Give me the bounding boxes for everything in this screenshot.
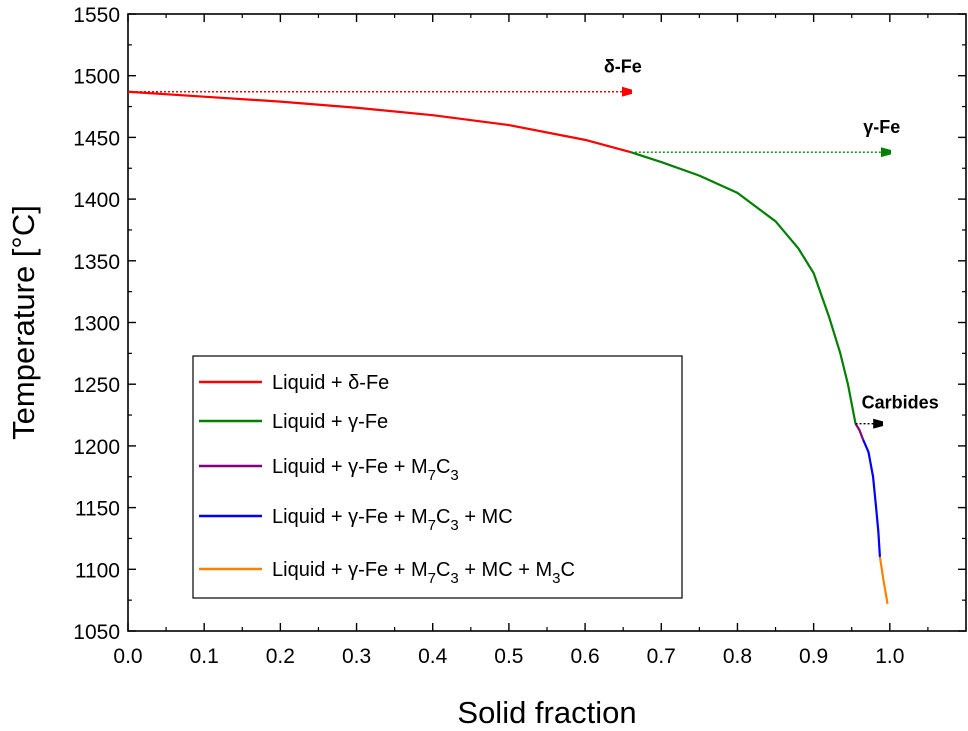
annotation-label-1: δ-Fe: [604, 57, 642, 77]
x-tick-label: 0.5: [494, 645, 523, 668]
legend-label-part: Liquid + δ-Fe: [272, 372, 389, 394]
legend-label-4: Liquid + γ-Fe + M7C3 + MC: [272, 506, 513, 534]
series-layer: [127, 90, 889, 605]
x-axis-title: Solid fraction: [457, 695, 636, 730]
legend-label-part: Liquid + γ-Fe + M: [272, 456, 428, 478]
legend-label-part: C: [436, 506, 450, 528]
legend-label-1: Liquid + δ-Fe: [272, 372, 389, 394]
legend-label-part: 7: [428, 517, 436, 534]
y-tick-label: 1100: [75, 559, 120, 582]
legend-label-part: Liquid + γ-Fe: [272, 411, 388, 433]
y-axis-title: Temperature [°C]: [6, 205, 41, 440]
x-tick-label: 0.4: [418, 645, 448, 668]
x-tick-label: 0.1: [190, 645, 219, 668]
series-line-4: [862, 439, 882, 558]
legend-label-5: Liquid + γ-Fe + M7C3 + MC + M3C: [272, 559, 575, 587]
legend-label-part: C: [436, 456, 450, 478]
y-tick-label: 1050: [73, 621, 120, 644]
axis-ticks: 0.0 0.1 0.2 0.3 0.4 0.5 0.6 0.7 0.8 0.9 1.0 1050 110…: [73, 4, 966, 668]
y-tick-label: 1450: [73, 127, 120, 150]
legend-label-part: + MC + M: [459, 559, 552, 581]
series-line-3: [854, 423, 865, 441]
x-tick-label: 0.2: [266, 645, 295, 668]
legend-label-part: Liquid + γ-Fe + M: [272, 506, 428, 528]
legend-label-part: C: [436, 559, 450, 581]
annotation-layer: δ-Fe γ-Fe Carbides: [128, 57, 939, 424]
legend: Liquid + δ-Fe Liquid + γ-Fe Liquid + γ-Fe …: [192, 355, 683, 599]
series-line-5: [878, 556, 889, 605]
x-tick-label: 0.6: [570, 645, 599, 668]
legend-box: [192, 355, 683, 599]
x-tick-label: 0.7: [647, 645, 676, 668]
x-tick-label: 0.0: [113, 645, 142, 668]
legend-label-part: 7: [428, 467, 436, 484]
y-tick-label: 1200: [73, 436, 120, 459]
y-tick-label: 1300: [73, 313, 120, 336]
x-tick-label: 0.3: [342, 645, 371, 668]
annotation-label-3: Carbides: [862, 393, 939, 413]
y-tick-label: 1350: [73, 251, 120, 274]
legend-label-part: 3: [552, 570, 560, 587]
legend-label-part: 3: [450, 570, 458, 587]
series-line-1: [127, 90, 632, 154]
legend-label-part: 3: [450, 517, 458, 534]
legend-label-part: Liquid + γ-Fe + M: [272, 559, 428, 581]
legend-label-3: Liquid + γ-Fe + M7C3: [272, 456, 459, 484]
annotation-label-2: γ-Fe: [863, 117, 900, 137]
y-tick-label: 1150: [75, 498, 120, 521]
legend-label-part: + MC: [459, 506, 513, 528]
x-tick-label: 1.0: [875, 645, 904, 668]
series-line-2: [630, 151, 857, 424]
legend-label-2: Liquid + γ-Fe: [272, 411, 388, 433]
x-tick-label: 0.9: [799, 645, 828, 668]
x-tick-label: 0.8: [723, 645, 752, 668]
legend-label-part: C: [560, 559, 574, 581]
y-tick-label: 1500: [73, 66, 120, 89]
legend-label-part: 7: [428, 570, 436, 587]
y-tick-label: 1400: [73, 189, 120, 212]
y-tick-label: 1250: [73, 374, 120, 397]
legend-label-part: 3: [450, 467, 458, 484]
y-tick-label: 1550: [73, 4, 120, 27]
